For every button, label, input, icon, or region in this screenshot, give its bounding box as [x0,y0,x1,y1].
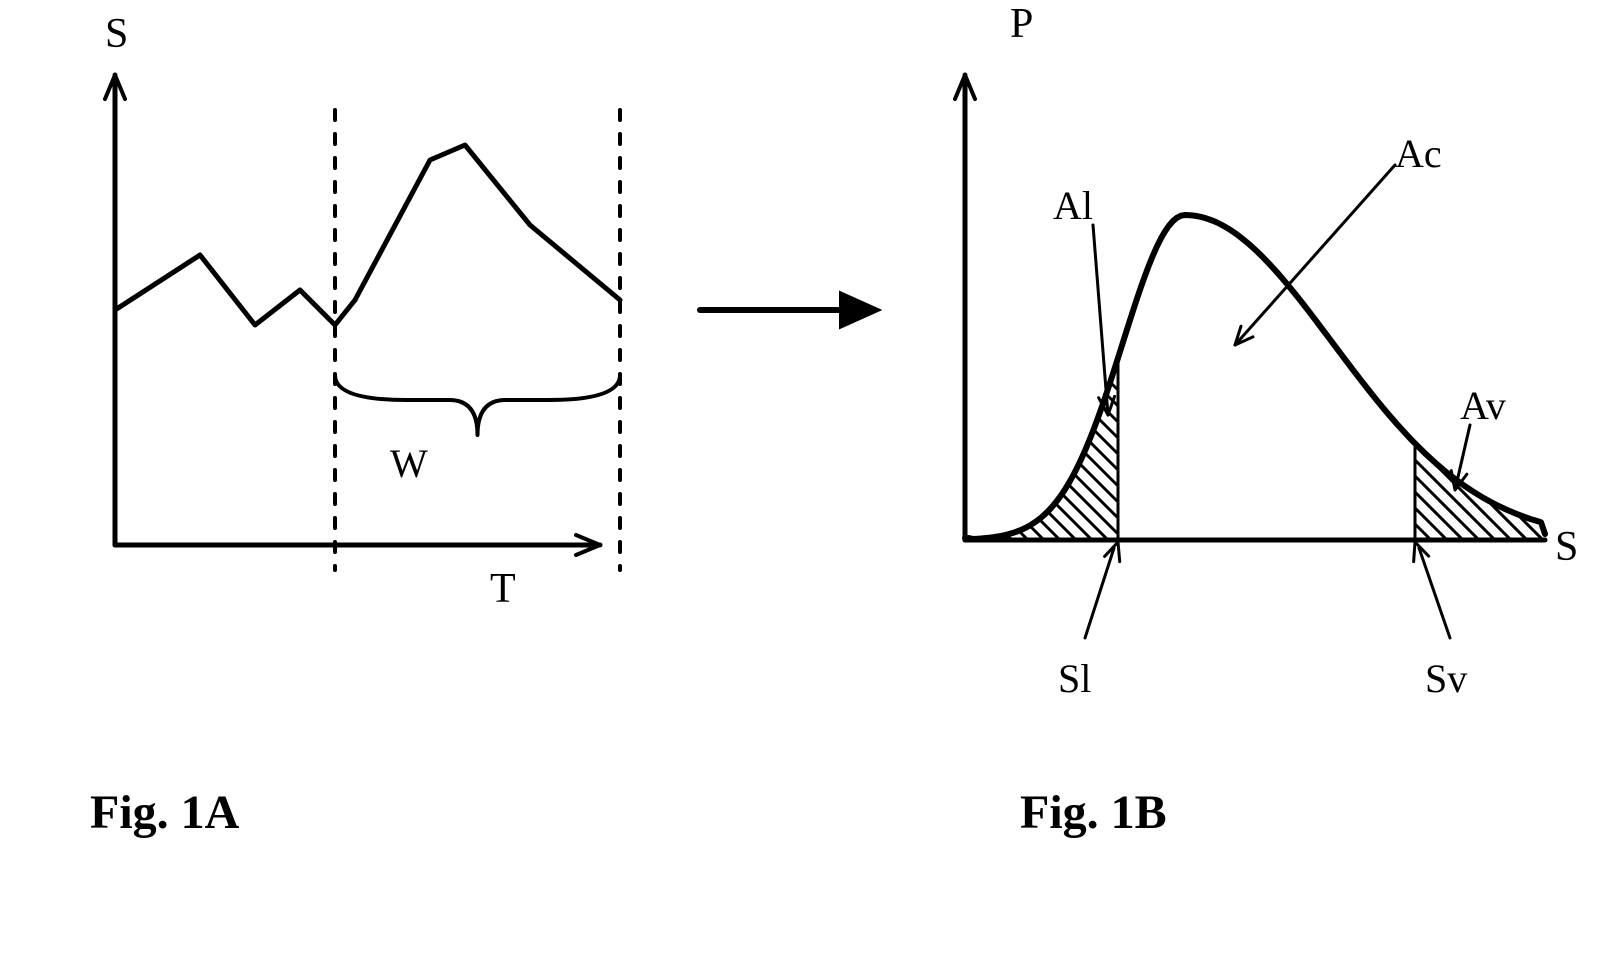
figB-Ac-label: Ac [1395,130,1442,177]
figure-svg [0,0,1619,975]
figB-Al-label: Al [1053,182,1093,229]
figB-Sl-label: Sl [1058,655,1091,702]
figB-Av-label: Av [1460,382,1506,429]
figB-Sv-label: Sv [1425,655,1467,702]
figA-caption: Fig. 1A [90,785,239,840]
figB-caption: Fig. 1B [1020,785,1167,840]
figA-y-axis-label: S [105,10,128,58]
figure-canvas: S T W Fig. 1A P S Al Ac Av Sl Sv Fig. 1B [0,0,1619,975]
figB-y-axis-label: P [1010,0,1033,48]
figB-x-axis-label: S [1555,523,1578,571]
figA-w-label: W [390,440,428,487]
figA-x-axis-label: T [490,565,516,613]
